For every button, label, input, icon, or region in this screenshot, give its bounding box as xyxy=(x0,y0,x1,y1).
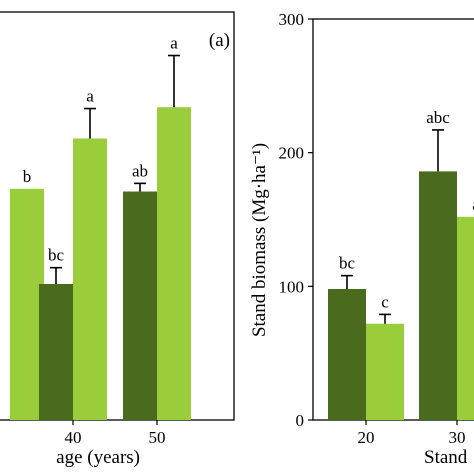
panel-a: b bc a ab a 40 50 (a) age (years) xyxy=(0,11,235,468)
panel-b-significance-letter: abc xyxy=(426,108,450,127)
panel-a-bar xyxy=(123,191,157,420)
panel-b-y-tick-label: 0 xyxy=(296,411,305,430)
panel-b-x-tick-label: 30 xyxy=(449,428,466,447)
panel-a-x-tick-label: 40 xyxy=(65,428,82,447)
panel-a-significance-letter: b xyxy=(23,167,32,186)
panel-b-bar xyxy=(457,216,474,420)
panel-b-significance-letter: bc xyxy=(339,254,356,273)
panel-a-bar xyxy=(157,107,191,420)
panel-a-bar xyxy=(39,284,73,420)
panel-b-y-ticks: 0 100 200 300 xyxy=(279,10,313,430)
panel-b-bar xyxy=(419,171,457,420)
panel-a-significance-letter: bc xyxy=(48,246,65,265)
panel-b-bar xyxy=(328,289,366,420)
panel-a-bar xyxy=(73,138,107,421)
panel-a-bar xyxy=(10,188,44,420)
panel-b-y-tick-label: 200 xyxy=(279,144,305,163)
panel-b-x-axis-label: Stand xyxy=(424,447,468,468)
panel-b-significance-letter: c xyxy=(381,292,389,311)
panel-b-bars: bc c abc a xyxy=(328,108,474,420)
panel-a-x-axis-label: age (years) xyxy=(56,447,140,468)
panel-b-y-axis-label: Stand biomass (Mg·ha⁻¹) xyxy=(249,143,270,337)
panel-b-x-tick-label: 20 xyxy=(358,428,375,447)
panel-b-y-tick-label: 300 xyxy=(279,10,305,29)
panel-a-significance-letter: a xyxy=(170,34,178,53)
panel-b-x-ticks: 20 30 xyxy=(358,420,466,447)
panel-a-bars: b bc a ab a xyxy=(10,34,191,421)
panel-b-significance-letter: a xyxy=(472,195,474,214)
panel-a-x-tick-label: 50 xyxy=(149,428,166,447)
panel-a-significance-letter: a xyxy=(86,87,94,106)
panel-b-y-tick-label: 100 xyxy=(279,277,305,296)
panel-a-x-ticks: 40 50 xyxy=(65,420,166,447)
panel-b-frame xyxy=(312,18,474,421)
panel-b-bar xyxy=(366,323,404,420)
panel-a-label: (a) xyxy=(209,30,230,51)
panel-a-significance-letter: ab xyxy=(132,161,148,180)
